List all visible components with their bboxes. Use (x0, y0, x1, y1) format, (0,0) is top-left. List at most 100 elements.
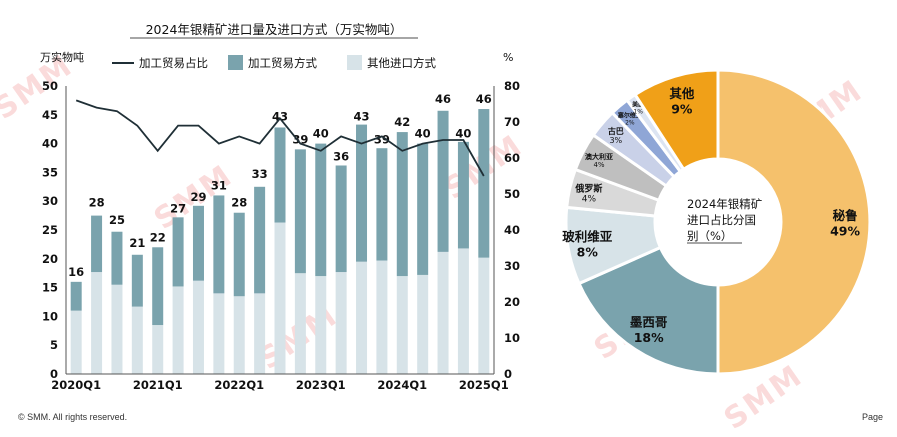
bar-total-label: 33 (252, 167, 268, 181)
bar-processing-trade (213, 195, 225, 294)
y-right-tick-label: 50 (504, 187, 520, 201)
bar-total-label: 31 (211, 178, 227, 192)
pie-slice-name: 其他 (669, 86, 695, 101)
bar-other-import (192, 280, 204, 374)
bar-other-import (172, 286, 184, 374)
y-right-tick-label: 40 (504, 223, 520, 237)
bar-other-import (254, 293, 266, 374)
bar-total-label: 16 (68, 265, 84, 279)
pie-slice-percent: 2% (625, 119, 635, 126)
y-left-tick-label: 50 (42, 79, 58, 93)
bar-total-label: 39 (292, 132, 308, 146)
bar-processing-trade (152, 247, 164, 326)
bar-processing-trade (478, 109, 490, 258)
pie-slice-percent: 49% (830, 224, 860, 239)
bar-processing-trade (192, 205, 204, 281)
y-left-tick-label: 40 (42, 137, 58, 151)
x-tick-label: 2020Q1 (51, 378, 101, 392)
bar-other-import (233, 296, 245, 374)
line-processing-ratio (75, 99, 485, 177)
bar-processing-trade (335, 165, 347, 273)
x-tick-label: 2024Q1 (377, 378, 427, 392)
bar-total-label: 21 (129, 236, 145, 250)
bar-other-import (111, 284, 123, 374)
bar-total-label: 46 (435, 92, 451, 106)
bar-total-label: 28 (89, 196, 105, 210)
y-right-tick-label: 20 (504, 295, 520, 309)
left-axis-unit: 万实物吨 (40, 50, 84, 64)
bar-total-label: 27 (170, 201, 186, 215)
copyright-notice: © SMM. All rights reserved. (18, 412, 128, 422)
bar-processing-trade (396, 132, 408, 277)
x-tick-label: 2022Q1 (214, 378, 264, 392)
y-left-tick-label: 10 (42, 309, 58, 323)
y-left-tick-label: 25 (42, 223, 58, 237)
pie-plot-area: 秘鲁49%墨西哥18%玻利维亚8%俄罗斯4%澳大利亚4%古巴3%塞尔维亚2%美国… (562, 68, 872, 376)
bar-total-label: 36 (333, 150, 349, 164)
right-axis-unit: % (503, 51, 513, 64)
legend-swatch-processing (228, 55, 243, 70)
y-left-tick-label: 15 (42, 281, 58, 295)
bar-plot-area: 0 5 10 15 20 25 30 35 40 45 50 0 10 20 30 40 50 60 70 80 16 2… (42, 79, 520, 392)
y-left-tick-label: 45 (42, 108, 58, 122)
bar-total-label: 22 (150, 230, 166, 244)
pie-slice-name: 古巴 (608, 126, 624, 136)
bar-other-import (152, 325, 164, 374)
y-right-tick-label: 70 (504, 115, 520, 129)
bar-total-label: 25 (109, 213, 125, 227)
bar-other-import (396, 276, 408, 374)
y-left-tick-label: 20 (42, 252, 58, 266)
bar-processing-trade (91, 215, 103, 273)
bar-processing-trade (315, 143, 327, 277)
pie-slice-percent: 4% (582, 195, 597, 205)
pie-slice-name: 塞尔维亚 (617, 111, 642, 119)
bar-total-label: 29 (190, 190, 206, 204)
pie-slice (577, 245, 720, 376)
bar-processing-trade (437, 110, 449, 252)
pie-slice-name: 俄罗斯 (574, 183, 602, 195)
bar-other-import (335, 272, 347, 374)
bar-total-label: 40 (455, 127, 471, 141)
bar-other-import (294, 273, 306, 374)
bar-other-import (315, 276, 327, 374)
bar-other-import (478, 257, 490, 374)
legend-label-ratio: 加工贸易占比 (139, 56, 208, 70)
y-right-tick-label: 0 (504, 367, 512, 381)
bar-processing-trade (172, 217, 184, 287)
pie-title-line-1: 2024年银精矿 (687, 197, 762, 211)
bar-other-import (213, 293, 225, 374)
bar-processing-trade (376, 148, 388, 261)
legend-label-processing: 加工贸易方式 (248, 56, 317, 70)
pie-slice-percent: 8% (577, 245, 599, 260)
bar-other-import (274, 222, 286, 374)
y-right-tick-label: 80 (504, 79, 520, 93)
bar-total-label: 40 (313, 127, 329, 141)
bar-other-import (437, 251, 449, 374)
y-left-tick-label: 5 (50, 338, 58, 352)
page-label: Page (861, 412, 883, 422)
pie-slice-name: 墨西哥 (630, 315, 668, 330)
bar-other-import (376, 260, 388, 374)
pie-slice (633, 68, 720, 172)
y-left-tick-label: 0 (50, 367, 58, 381)
pie-slice (716, 68, 872, 376)
bar-other-import (457, 248, 469, 374)
bar-chart-title: 2024年银精矿进口量及进口方式（万实物吨） (146, 22, 403, 37)
bar-processing-trade (254, 186, 266, 294)
pie-title-line-3: 别（%） (687, 229, 732, 243)
bar-other-import (70, 310, 82, 374)
y-left-tick-label: 35 (42, 165, 58, 179)
bar-other-import (356, 261, 368, 374)
pie-slice-name: 美国 (631, 101, 644, 109)
pie-slice-percent: 3% (609, 136, 622, 145)
pie-slice-name: 玻利维亚 (562, 229, 613, 244)
bar-total-label: 28 (231, 196, 247, 210)
bar-other-import (417, 274, 429, 374)
x-tick-label: 2023Q1 (296, 378, 346, 392)
bar-total-label: 42 (394, 115, 410, 129)
bar-processing-trade (131, 254, 143, 307)
y-right-tick-label: 10 (504, 331, 520, 345)
pie-slice-percent: 9% (671, 102, 693, 117)
pie-slice-percent: 18% (634, 330, 664, 345)
